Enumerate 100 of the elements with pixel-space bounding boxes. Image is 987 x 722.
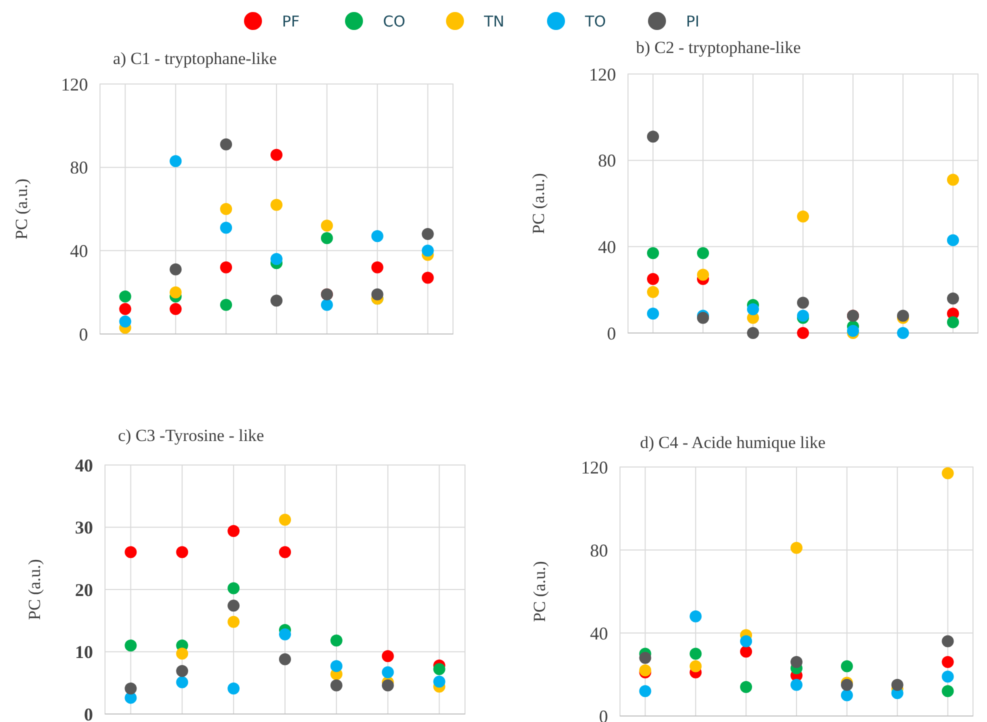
point [433,663,446,676]
y-tick-label: 80 [70,158,88,178]
y-tick-label: 120 [581,457,608,478]
point [797,296,809,309]
point [797,327,809,339]
point [891,678,904,691]
point [647,286,659,298]
point [382,679,394,692]
point [320,298,333,311]
point [947,174,959,186]
y-axis-title: PC (a.u.) [12,178,31,240]
point [270,148,282,161]
y-tick-label: 40 [590,623,608,644]
point [176,676,188,688]
point [942,656,954,668]
point [690,660,702,672]
point [124,640,137,652]
point [220,138,232,150]
legend-label: TN [483,12,504,30]
legend-label: CO [383,12,406,30]
point [119,290,132,302]
point [697,247,709,260]
point [647,308,659,320]
point [697,268,709,281]
y-tick-label: 80 [590,540,608,560]
legend-label: TO [584,12,606,30]
point [790,542,802,554]
point [790,678,802,691]
point [220,261,232,274]
point [124,682,137,694]
point [790,656,802,668]
point [740,646,752,658]
point [382,650,394,662]
legend-label: PI [686,12,700,30]
point [228,524,240,537]
point [690,648,702,660]
point [647,273,659,286]
point [320,232,333,244]
y-tick-label: 10 [75,642,93,662]
point [279,514,291,526]
y-tick-label: 20 [75,580,93,600]
point [176,648,188,660]
point [220,298,232,311]
y-tick-label: 120 [61,74,88,94]
point [847,324,859,337]
y-tick-label: 0 [84,704,93,722]
point [740,680,752,693]
point [942,635,954,648]
point [740,635,752,648]
point [330,660,342,672]
chart-title: a) C1 - tryptophane-like [113,49,277,68]
point [422,228,434,240]
point [371,230,384,242]
point [947,234,959,246]
point [942,670,954,683]
y-axis-title: PC (a.u.) [529,173,548,234]
point [747,303,759,316]
point [747,327,759,339]
point [270,198,282,211]
point [639,652,652,664]
point [119,303,132,315]
point [382,666,394,678]
point [320,220,333,232]
point [279,546,291,558]
point [176,665,188,678]
point [228,600,240,612]
point [647,130,659,143]
chart-title: c) C3 -Tyrosine - like [118,426,264,445]
y-tick-label: 40 [75,455,93,476]
point [170,303,182,315]
y-axis-title: PC (a.u.) [530,561,549,622]
point [422,272,434,284]
point [330,679,342,692]
point [220,222,232,234]
y-axis-title: PC (a.u.) [25,559,44,620]
point [840,660,853,672]
y-tick-label: 120 [589,64,616,84]
point [942,467,954,480]
point [797,210,809,222]
point [947,316,959,328]
point [124,546,137,558]
y-tick-label: 0 [79,324,88,344]
y-tick-label: 30 [75,518,93,538]
point [690,610,702,622]
point [433,676,446,688]
point [170,286,182,298]
legend-label: PF [282,12,300,30]
point [228,582,240,594]
point [170,155,182,168]
point [947,292,959,304]
point [270,294,282,307]
point [228,616,240,628]
point [840,689,853,702]
y-tick-label: 80 [598,150,616,171]
chart-title: b) C2 - tryptophane-like [636,38,801,57]
point [371,261,384,274]
point [279,628,291,640]
point [119,316,132,328]
y-tick-label: 40 [70,240,88,261]
point [371,288,384,300]
